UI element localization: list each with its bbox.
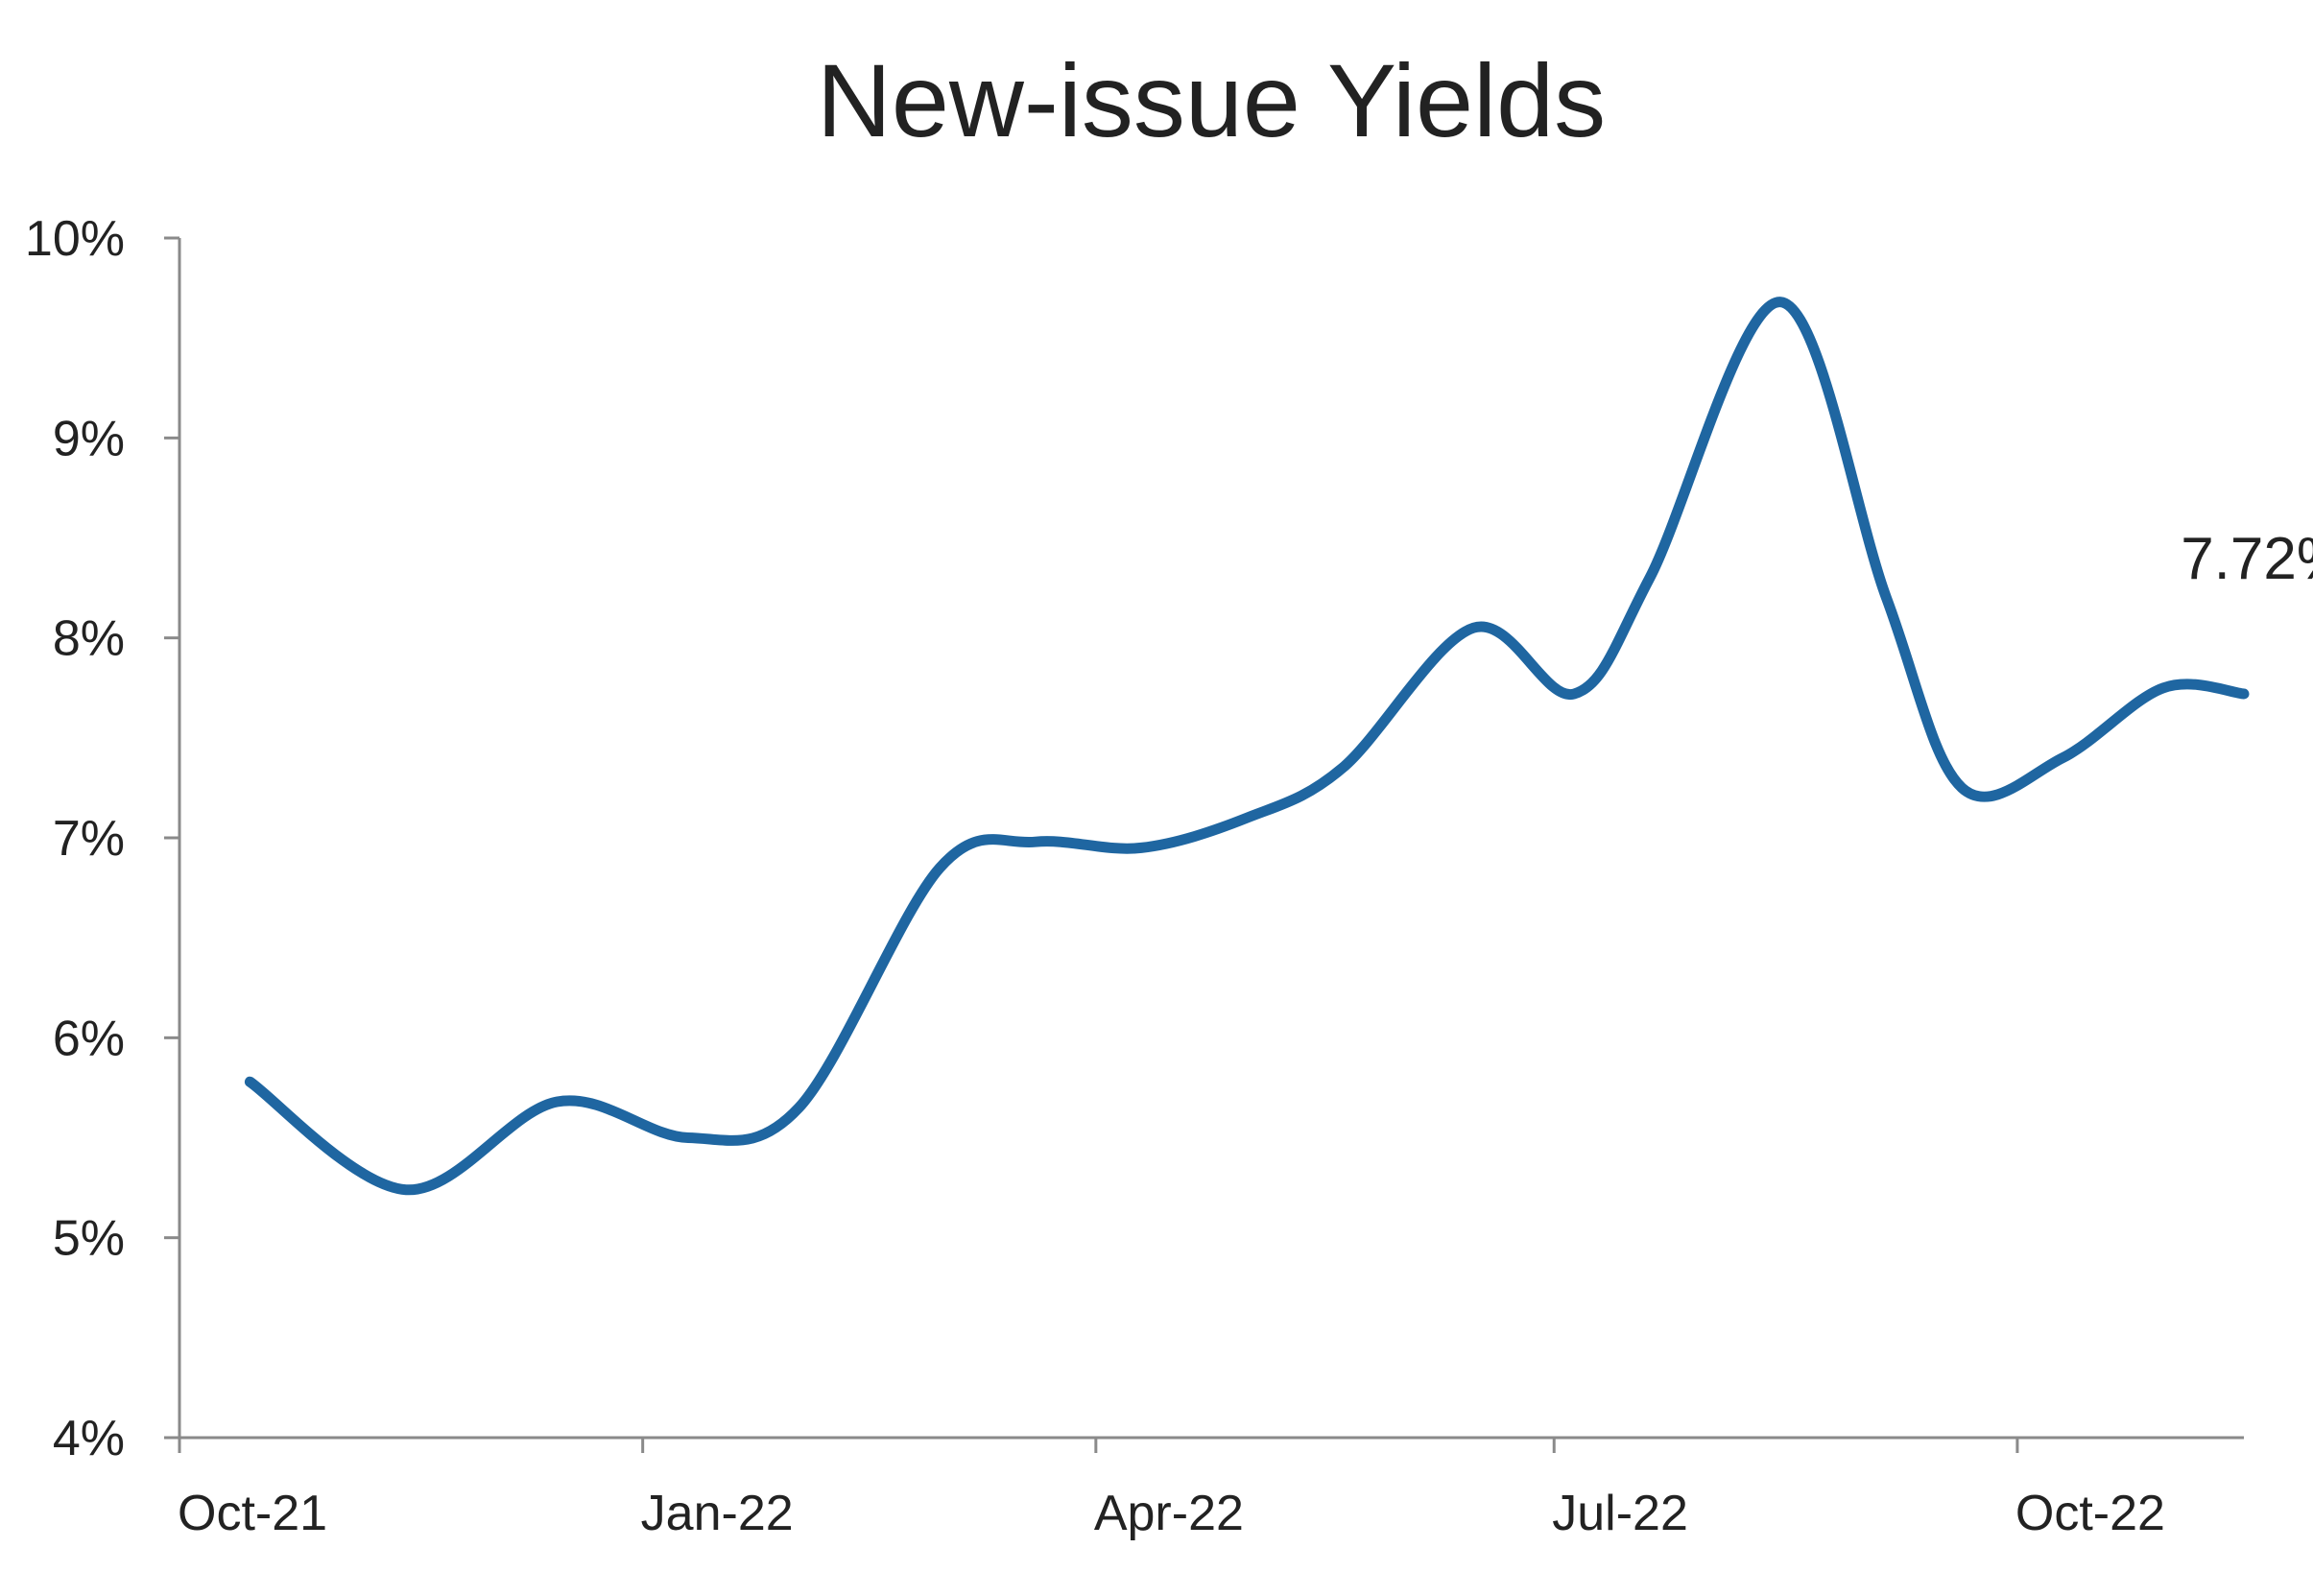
x-tick-label: Jul-22 (1552, 1486, 1688, 1541)
y-tick-label: 7% (53, 811, 125, 867)
x-tick-label: Apr-22 (1094, 1486, 1244, 1541)
y-tick-label: 6% (53, 1011, 125, 1066)
y-tick-label: 8% (53, 611, 125, 667)
annotation-layer: 7.72% (2181, 526, 2313, 592)
x-tick-label: Oct-21 (178, 1486, 327, 1541)
y-tick-label: 4% (53, 1411, 125, 1466)
series-line-yield (244, 297, 2250, 1196)
y-tick-label: 10% (25, 211, 125, 267)
x-tick-label: Jan-22 (641, 1486, 794, 1541)
axes: 4% 5% 6% 7% 8% 9% 10% Oct-21 Jan-22 Apr-22 Jul-22 O… (25, 211, 2244, 1541)
chart-title: New-issue Yields (817, 42, 1606, 158)
y-tick-label: 9% (53, 411, 125, 466)
y-tick-label: 5% (53, 1211, 125, 1267)
x-tick-label: Oct-22 (2015, 1486, 2165, 1541)
series-layer (244, 297, 2250, 1196)
last-value-label: 7.72% (2181, 526, 2313, 592)
